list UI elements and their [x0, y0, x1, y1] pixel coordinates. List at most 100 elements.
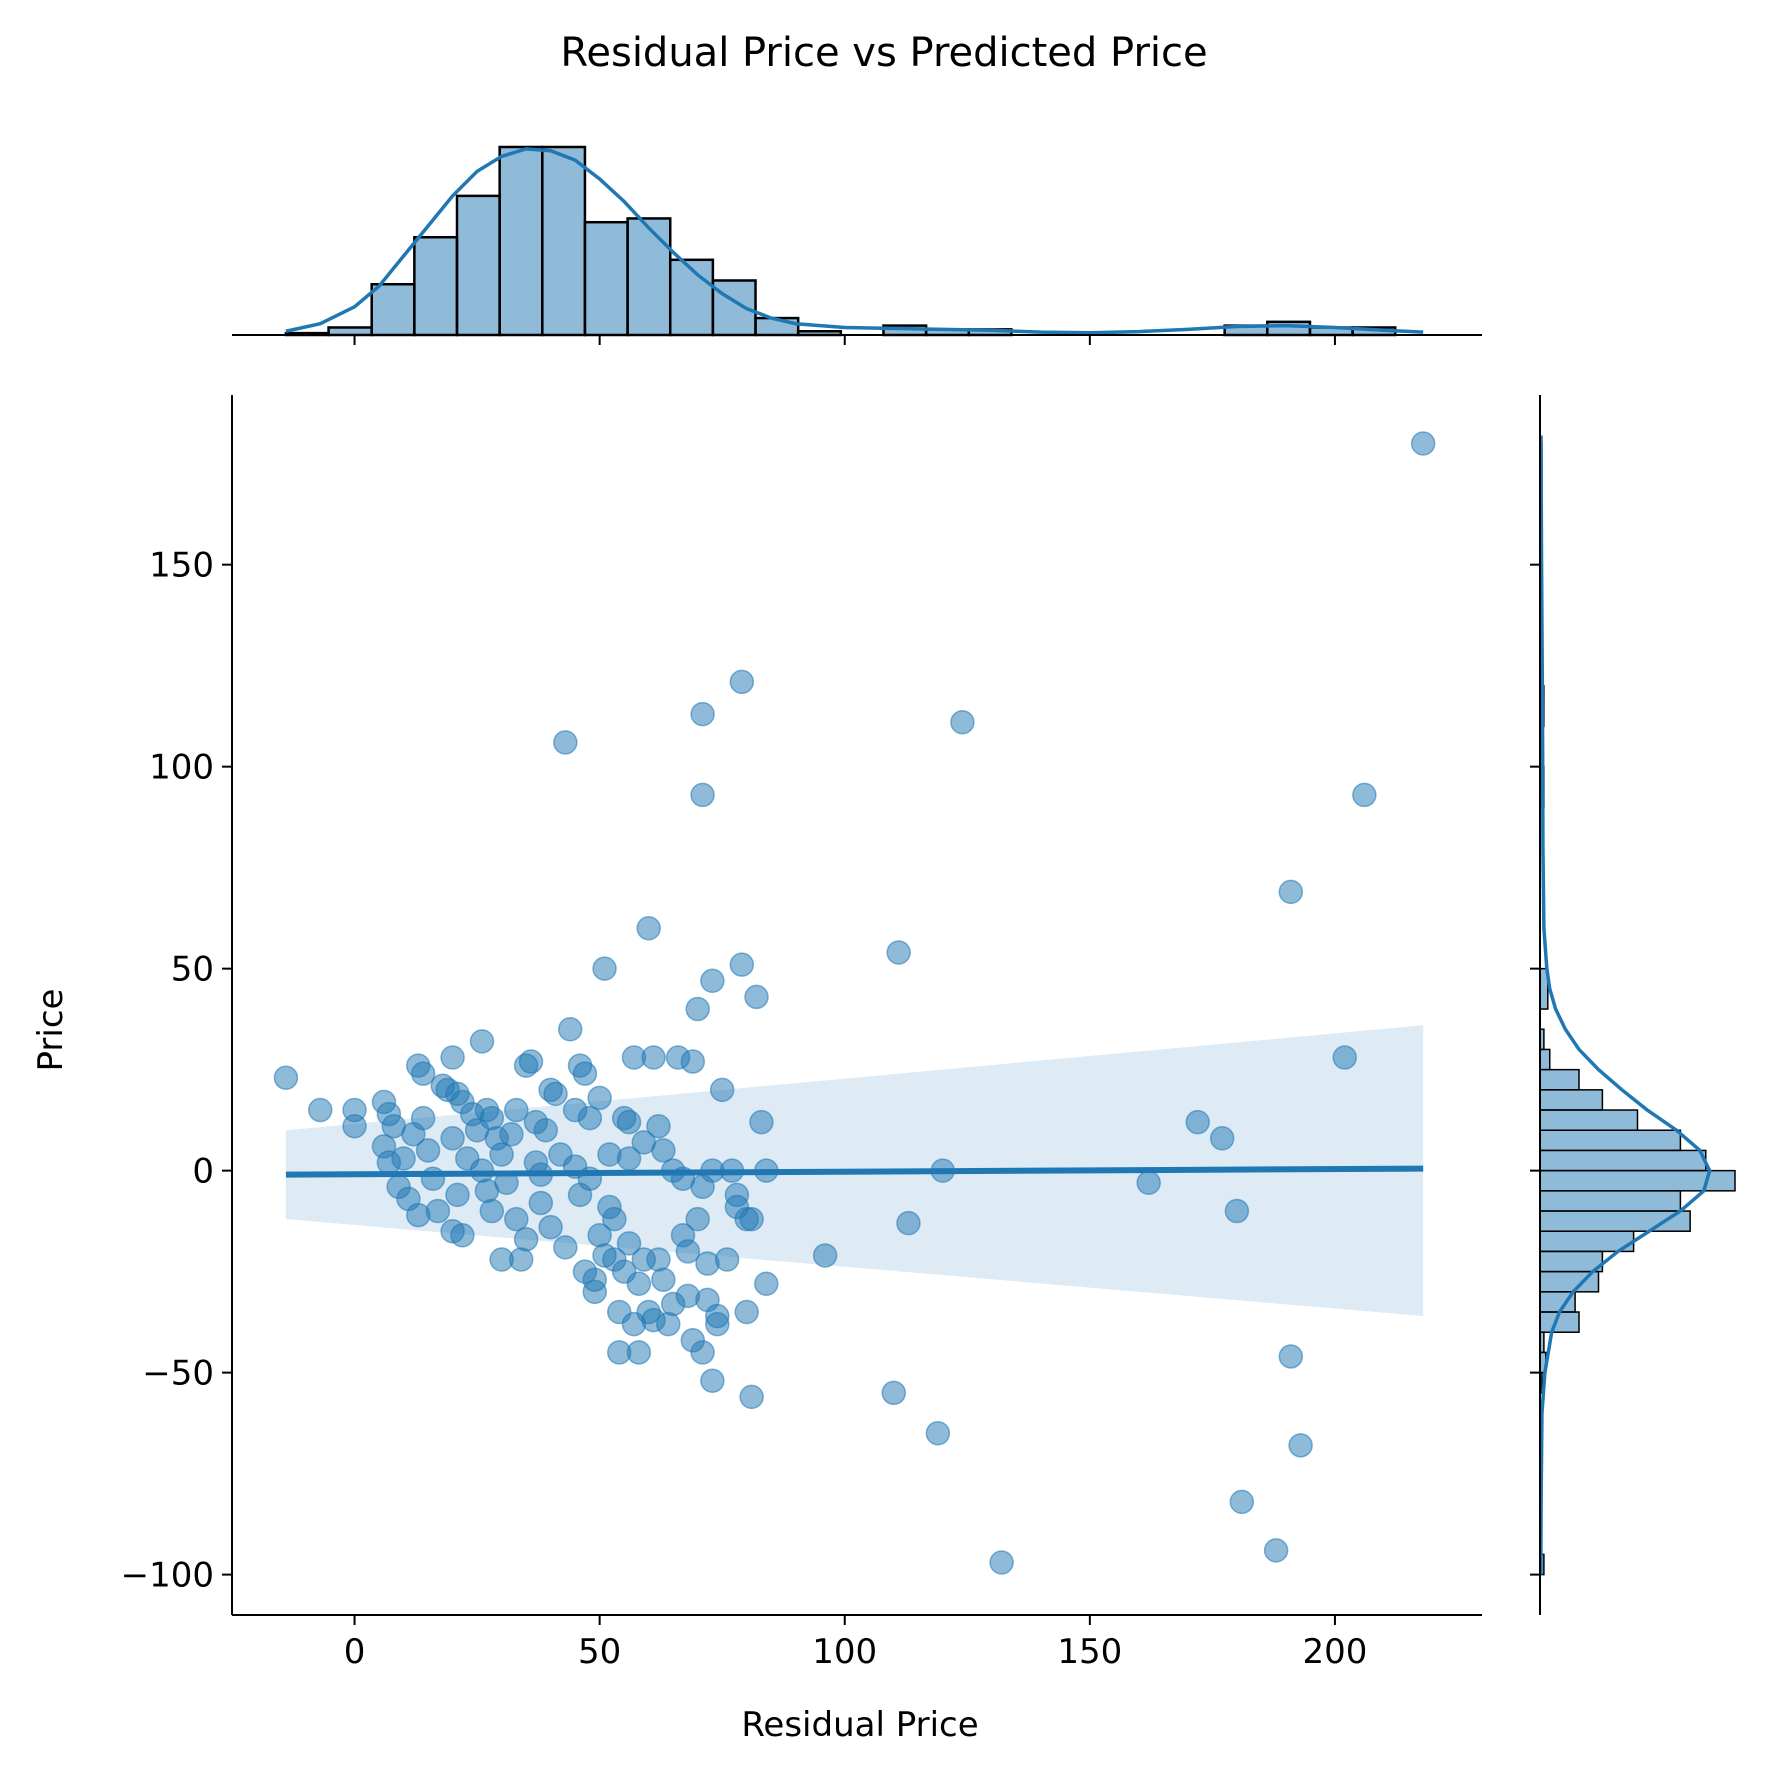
x-axis-title: Residual Price — [741, 1705, 978, 1745]
top-marginal-histogram — [232, 145, 1482, 345]
y-axis-title: Price — [31, 989, 71, 1072]
scatter-point — [675, 1239, 701, 1264]
scatter-point — [307, 1097, 333, 1123]
scatter-point — [504, 1206, 529, 1232]
x-tick-label: 150 — [1057, 1632, 1122, 1672]
scatter-point — [749, 1109, 774, 1135]
scatter-point — [533, 1117, 558, 1143]
scatter-point — [1410, 431, 1436, 456]
scatter-point — [1224, 1198, 1250, 1224]
scatter-point — [680, 1049, 706, 1074]
scatter-point — [700, 1368, 725, 1393]
scatter-point — [690, 701, 715, 727]
top-kde-curve — [285, 147, 1424, 335]
scatter-point — [513, 1227, 539, 1252]
scatter-point — [626, 1271, 652, 1296]
scatter-point — [1136, 1170, 1161, 1195]
scatter-point — [602, 1206, 627, 1232]
top-hist-bar — [370, 282, 416, 337]
right-hist-bar — [1539, 1149, 1707, 1172]
right-hist-bar — [1539, 1068, 1580, 1091]
scatter-point — [700, 968, 725, 994]
scatter-point — [705, 1303, 730, 1329]
y-tick-label: 150 — [149, 546, 214, 586]
scatter-point — [479, 1105, 505, 1131]
scatter-point — [445, 1182, 470, 1208]
scatter-point — [592, 956, 617, 981]
top-hist-bar — [327, 326, 373, 337]
scatter-point — [950, 709, 975, 735]
scatter-point — [582, 1267, 607, 1292]
x-tick-label: 200 — [1302, 1632, 1367, 1672]
top-hist-bar — [541, 145, 587, 337]
scatter-point — [342, 1113, 367, 1139]
scatter-point — [499, 1122, 524, 1147]
scatter-point — [479, 1198, 505, 1224]
scatter-point — [391, 1146, 416, 1171]
scatter-point — [739, 1206, 764, 1232]
scatter-point — [410, 1105, 436, 1131]
scatter-point — [739, 1384, 764, 1410]
scatter-point — [557, 1016, 583, 1042]
y-tick-label: 50 — [171, 950, 214, 990]
scatter-point — [641, 1045, 666, 1070]
scatter-point — [656, 1311, 681, 1337]
x-tick-label: 0 — [344, 1632, 366, 1672]
scatter-point — [709, 1077, 735, 1103]
scatter-point — [406, 1202, 431, 1228]
y-tick-label: −50 — [142, 1354, 214, 1394]
scatter-point — [577, 1105, 603, 1131]
scatter-point — [1185, 1109, 1210, 1135]
scatter-point — [989, 1550, 1014, 1575]
scatter-point — [518, 1049, 544, 1074]
scatter-point — [690, 1340, 715, 1365]
scatter-point — [925, 1420, 951, 1446]
scatter-point — [734, 1299, 759, 1325]
top-hist-bar — [455, 194, 501, 337]
right-marginal-histogram — [1530, 395, 1736, 1615]
scatter-point — [646, 1247, 671, 1272]
scatter-point — [469, 1029, 495, 1054]
right-hist-bar — [1539, 1109, 1639, 1131]
scatter-point — [504, 1097, 529, 1123]
scatter-point — [508, 1247, 534, 1272]
top-hist-bar — [626, 217, 672, 337]
right-hist-bar — [1539, 1089, 1604, 1111]
top-hist-bar — [583, 220, 629, 337]
scatter-point — [1263, 1538, 1289, 1563]
scatter-point — [1278, 1344, 1304, 1369]
scatter-point — [685, 996, 710, 1022]
scatter-point — [651, 1138, 676, 1163]
scatter-point — [489, 1142, 514, 1167]
scatter-point — [754, 1271, 779, 1296]
scatter-point — [587, 1085, 612, 1111]
scatter-point — [553, 1235, 578, 1260]
scatter-point — [1229, 1489, 1255, 1515]
scatter-point — [616, 1109, 642, 1135]
scatter-point — [685, 1206, 710, 1232]
scatter-point — [572, 1061, 598, 1086]
scatter-point — [744, 984, 769, 1010]
y-tick-label: 0 — [192, 1152, 214, 1192]
x-tick-label: 100 — [812, 1632, 877, 1672]
regression-line — [285, 1165, 1424, 1178]
scatter-point — [1352, 782, 1377, 808]
scatter-point — [1332, 1045, 1357, 1070]
scatter-point — [626, 1340, 652, 1365]
scatter-point — [1278, 879, 1304, 905]
right-hist-bar — [1539, 1129, 1682, 1152]
top-hist-bar — [498, 145, 544, 337]
right-kde-curve — [1539, 435, 1712, 1575]
scatter-point — [616, 1231, 642, 1256]
chart-title: Residual Price vs Predicted Price — [560, 30, 1207, 76]
scatter-point — [714, 1247, 740, 1272]
right-hist-bar — [1539, 1250, 1604, 1273]
scatter-point — [812, 1243, 838, 1268]
scatter-point — [729, 669, 755, 695]
scatter-point — [1209, 1126, 1235, 1151]
scatter-point — [543, 1081, 568, 1107]
top-hist-bar — [1266, 320, 1312, 337]
scatter-point — [420, 1166, 446, 1191]
scatter-point — [553, 730, 578, 755]
scatter-point — [538, 1214, 563, 1240]
